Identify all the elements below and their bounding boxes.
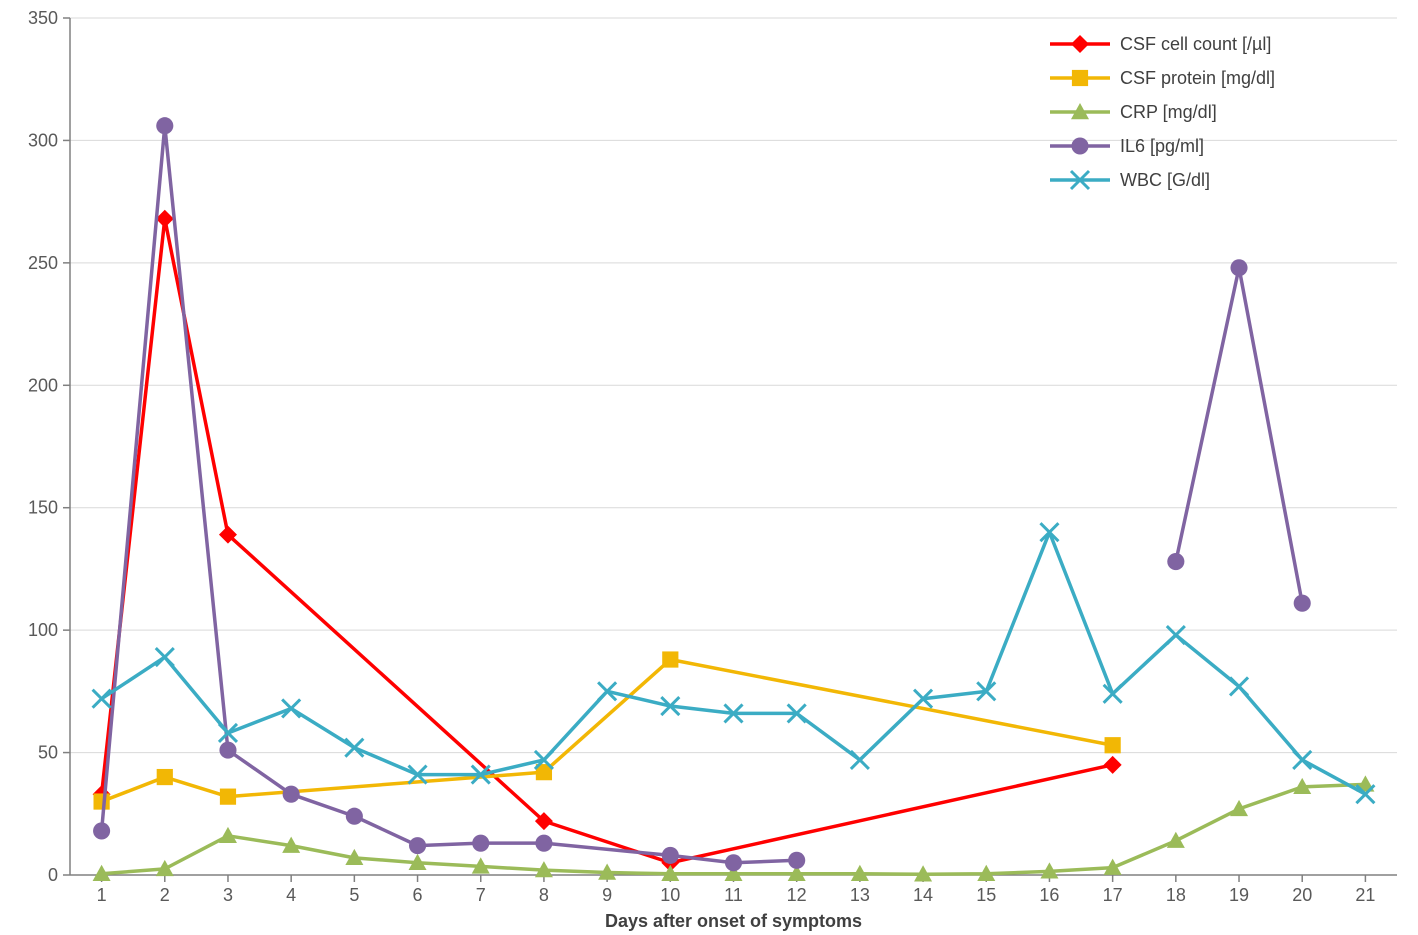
- x-tick-label: 18: [1166, 885, 1186, 905]
- circle-marker: [662, 847, 679, 864]
- square-marker: [662, 651, 678, 667]
- x-tick-label: 4: [286, 885, 296, 905]
- x-tick-label: 6: [413, 885, 423, 905]
- circle-marker: [409, 837, 426, 854]
- x-tick-label: 12: [787, 885, 807, 905]
- x-tick-label: 7: [476, 885, 486, 905]
- circle-marker: [283, 786, 300, 803]
- y-tick-label: 350: [28, 8, 58, 28]
- x-tick-label: 13: [850, 885, 870, 905]
- x-tick-label: 15: [976, 885, 996, 905]
- legend-item-csf-protein: CSF protein [mg/dl]: [1050, 68, 1275, 88]
- circle-marker: [346, 808, 363, 825]
- x-tick-label: 16: [1039, 885, 1059, 905]
- circle-marker: [1230, 259, 1247, 276]
- x-tick-label: 19: [1229, 885, 1249, 905]
- circle-marker: [725, 854, 742, 871]
- circle-marker: [1294, 595, 1311, 612]
- y-tick-label: 0: [48, 865, 58, 885]
- circle-marker: [1071, 137, 1088, 154]
- y-tick-label: 100: [28, 620, 58, 640]
- y-tick-label: 150: [28, 498, 58, 518]
- x-tick-label: 9: [602, 885, 612, 905]
- x-tick-label: 21: [1355, 885, 1375, 905]
- circle-marker: [535, 835, 552, 852]
- x-axis-title: Days after onset of symptoms: [605, 911, 862, 931]
- y-tick-label: 300: [28, 130, 58, 150]
- circle-marker: [156, 117, 173, 134]
- x-tick-label: 17: [1103, 885, 1123, 905]
- x-tick-label: 14: [913, 885, 933, 905]
- square-marker: [93, 793, 109, 809]
- circle-marker: [472, 835, 489, 852]
- y-tick-label: 250: [28, 253, 58, 273]
- y-tick-label: 50: [38, 743, 58, 763]
- square-marker: [1072, 70, 1088, 86]
- y-tick-label: 200: [28, 375, 58, 395]
- x-tick-label: 3: [223, 885, 233, 905]
- x-tick-label: 2: [160, 885, 170, 905]
- legend-label: WBC [G/dl]: [1120, 170, 1210, 190]
- square-marker: [220, 789, 236, 805]
- x-tick-label: 8: [539, 885, 549, 905]
- legend-label: CSF cell count [/µl]: [1120, 34, 1271, 54]
- circle-marker: [1167, 553, 1184, 570]
- x-tick-label: 20: [1292, 885, 1312, 905]
- line-chart: 0501001502002503003501234567891011121314…: [0, 0, 1418, 935]
- circle-marker: [93, 822, 110, 839]
- legend-label: CRP [mg/dl]: [1120, 102, 1217, 122]
- legend-item-wbc: WBC [G/dl]: [1050, 170, 1210, 190]
- circle-marker: [219, 742, 236, 759]
- legend-label: IL6 [pg/ml]: [1120, 136, 1204, 156]
- x-tick-label: 11: [724, 885, 743, 905]
- x-tick-label: 5: [349, 885, 359, 905]
- x-tick-label: 10: [660, 885, 680, 905]
- circle-marker: [788, 852, 805, 869]
- square-marker: [157, 769, 173, 785]
- square-marker: [1105, 737, 1121, 753]
- x-tick-label: 1: [97, 885, 107, 905]
- legend-label: CSF protein [mg/dl]: [1120, 68, 1275, 88]
